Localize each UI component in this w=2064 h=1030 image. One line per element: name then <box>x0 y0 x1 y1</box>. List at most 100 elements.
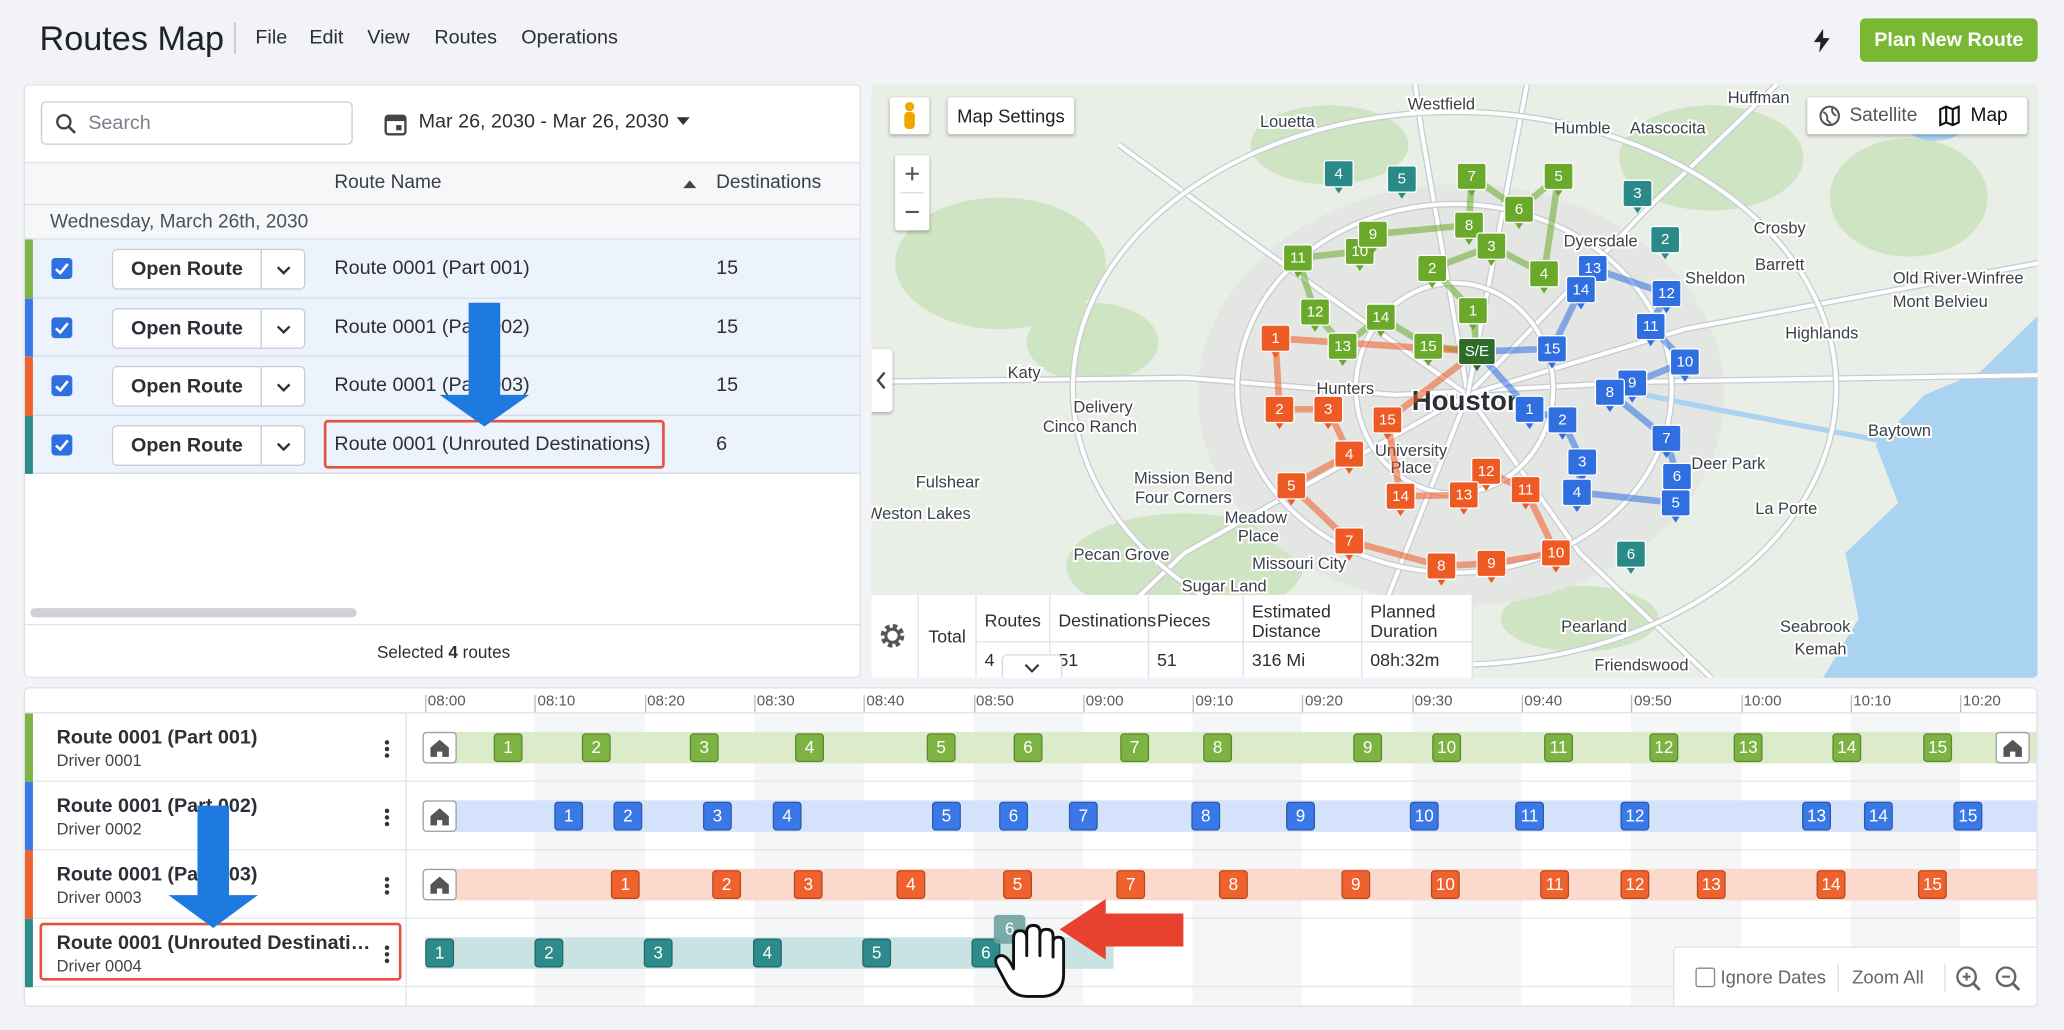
timeline-stop[interactable]: 13 <box>1697 870 1726 899</box>
menu-item[interactable]: Routes <box>434 22 497 54</box>
timeline-stop[interactable]: 3 <box>703 802 732 831</box>
timeline-stop[interactable]: 9 <box>1286 802 1315 831</box>
calendar-day <box>396 125 401 130</box>
timeline-stop[interactable]: 8 <box>1219 870 1248 899</box>
timeline-stop[interactable]: 3 <box>644 939 673 968</box>
marker-label: 14 <box>1392 488 1409 505</box>
open-route-button[interactable]: Open Route <box>112 249 262 290</box>
timeline-stop[interactable]: 2 <box>534 939 563 968</box>
timeline-stop[interactable]: 8 <box>1203 733 1232 762</box>
timeline-stop[interactable]: 7 <box>1120 733 1149 762</box>
timeline-stop[interactable]: 14 <box>1817 870 1846 899</box>
marker-label: 13 <box>1455 487 1472 504</box>
timeline-stop[interactable]: 4 <box>753 939 782 968</box>
route-checkbox[interactable] <box>51 317 72 338</box>
timeline-stop[interactable]: 3 <box>690 733 719 762</box>
open-route-menu[interactable] <box>261 366 306 407</box>
dragged-stop[interactable]: 6 <box>994 915 1026 944</box>
timeline-stop[interactable]: 7 <box>1116 870 1145 899</box>
timeline-zoom-button[interactable] <box>1953 964 1982 993</box>
marker-label: 6 <box>1627 546 1635 563</box>
marker-label: 9 <box>1628 375 1636 392</box>
route-checkbox[interactable] <box>51 258 72 279</box>
route-checkbox[interactable] <box>51 375 72 396</box>
timeline-stop[interactable]: 14 <box>1864 802 1893 831</box>
timeline-stop[interactable]: 10 <box>1410 802 1439 831</box>
timeline-stop[interactable]: 15 <box>1918 870 1947 899</box>
zoom-all-button[interactable]: Zoom All <box>1852 948 1924 1007</box>
plan-route-button[interactable]: Plan New Route <box>1860 18 2038 61</box>
row-menu[interactable] <box>383 875 391 896</box>
summary-value: 08h:32m <box>1362 642 1473 678</box>
timeline-stop[interactable]: 4 <box>795 733 824 762</box>
timeline-stop[interactable]: 14 <box>1832 733 1861 762</box>
timeline-stop[interactable]: 1 <box>554 802 583 831</box>
summary-expand-button[interactable] <box>1002 654 1063 678</box>
timeline-stop[interactable]: 4 <box>773 802 802 831</box>
timeline-stop[interactable]: 5 <box>927 733 956 762</box>
timeline-stop[interactable]: 15 <box>1923 733 1952 762</box>
timeline-stop[interactable]: 12 <box>1649 733 1678 762</box>
menu-item[interactable]: File <box>255 22 287 54</box>
timeline-stop[interactable]: 6 <box>999 802 1028 831</box>
satellite-button[interactable]: Satellite <box>1849 97 1917 134</box>
menu-item[interactable]: Operations <box>521 22 618 54</box>
date-range[interactable]: Mar 26, 2030 - Mar 26, 2030 <box>419 107 669 139</box>
timeline-stop[interactable]: 4 <box>896 870 925 899</box>
ignore-dates-checkbox[interactable] <box>1695 968 1715 988</box>
timeline-stop[interactable]: 2 <box>712 870 741 899</box>
timeline-stop[interactable]: 15 <box>1953 802 1982 831</box>
timeline-stop[interactable]: 1 <box>494 733 523 762</box>
menu-item[interactable]: View <box>367 22 409 54</box>
column-header[interactable]: Destinations <box>716 162 821 205</box>
timeline-stop[interactable]: 9 <box>1353 733 1382 762</box>
summary-value: 316 Mi <box>1244 642 1362 678</box>
timeline-stop[interactable]: 5 <box>932 802 961 831</box>
timeline-stop[interactable]: 5 <box>862 939 891 968</box>
timeline-stop[interactable]: 2 <box>582 733 611 762</box>
open-route-menu[interactable] <box>261 307 306 348</box>
timeline-stop[interactable]: 11 <box>1515 802 1544 831</box>
search-box[interactable]: Search <box>41 101 353 144</box>
checkbox-box <box>51 375 72 396</box>
open-route-button[interactable]: Open Route <box>112 366 262 407</box>
app-title: Routes Map <box>39 16 224 61</box>
timeline-stop[interactable]: 13 <box>1802 802 1831 831</box>
timeline-stop[interactable]: 12 <box>1620 802 1649 831</box>
timeline-zoom-button[interactable] <box>1993 964 2022 993</box>
column-header[interactable]: Route Name <box>334 162 441 205</box>
timeline-stop[interactable]: 8 <box>1191 802 1220 831</box>
time-tick <box>973 695 974 713</box>
menu-item[interactable]: Edit <box>309 22 343 54</box>
timeline-stop[interactable]: 2 <box>613 802 642 831</box>
route-checkbox[interactable] <box>51 434 72 455</box>
timeline-stop[interactable]: 12 <box>1620 870 1649 899</box>
timeline-stop[interactable]: 11 <box>1540 870 1569 899</box>
open-route-menu[interactable] <box>261 249 306 290</box>
open-route-button[interactable]: Open Route <box>112 425 262 466</box>
open-route-menu[interactable] <box>261 425 306 466</box>
timeline-stop[interactable]: 7 <box>1069 802 1098 831</box>
timeline-stop[interactable]: 6 <box>1014 733 1043 762</box>
timeline-stop[interactable]: 9 <box>1341 870 1370 899</box>
timeline-stop[interactable]: 1 <box>425 939 454 968</box>
marker-label: 7 <box>1467 168 1475 185</box>
time-tick <box>1741 695 1742 713</box>
row-menu[interactable] <box>383 738 391 759</box>
summary-column-header: Planned Duration <box>1362 595 1473 642</box>
timeline-stop[interactable]: 3 <box>794 870 823 899</box>
row-menu[interactable] <box>383 807 391 828</box>
timeline-stop[interactable]: 1 <box>611 870 640 899</box>
open-route-button[interactable]: Open Route <box>112 307 262 348</box>
menu-dot <box>385 877 389 881</box>
timeline-stop[interactable]: 13 <box>1734 733 1763 762</box>
timeline-stop[interactable]: 10 <box>1431 870 1460 899</box>
summary-settings-button[interactable] <box>871 595 917 678</box>
map-settings-button[interactable]: Map Settings <box>948 97 1074 134</box>
timeline-stop[interactable]: 5 <box>1003 870 1032 899</box>
map-button[interactable]: Map <box>1971 97 2008 134</box>
sort-shape <box>683 180 696 188</box>
place-label: Atascocita <box>1630 119 1707 137</box>
timeline-stop[interactable]: 11 <box>1544 733 1573 762</box>
timeline-stop[interactable]: 10 <box>1432 733 1461 762</box>
